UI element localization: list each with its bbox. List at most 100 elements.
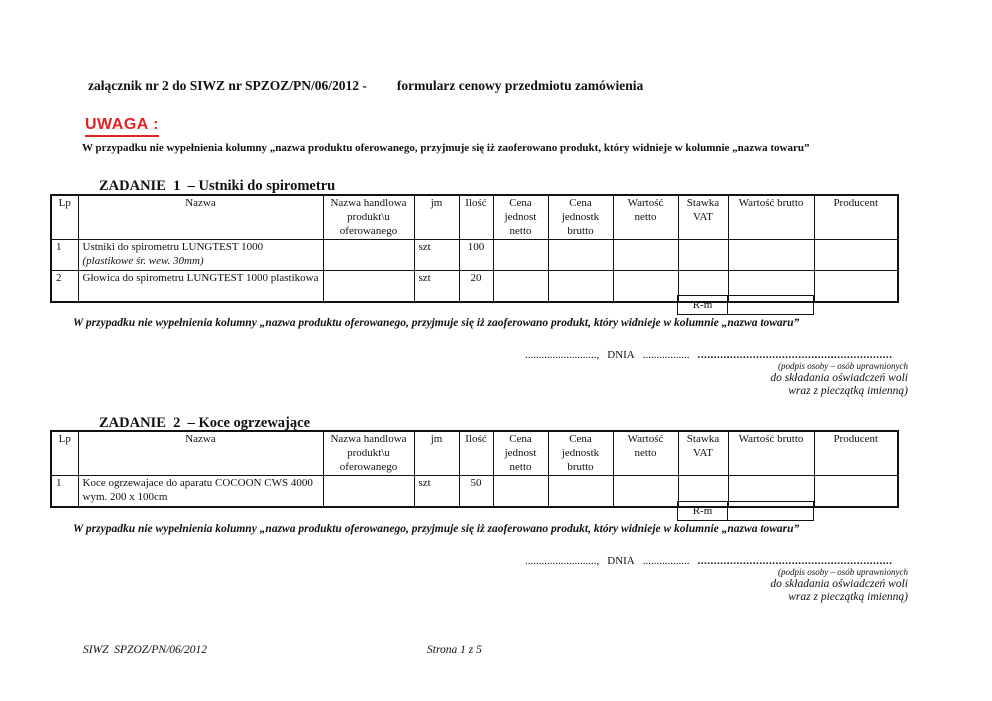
signature-caption-2: do składania oświadczeń woli	[770, 372, 908, 385]
section-2-heading: ZADANIE 2 – Koce ogrzewające	[99, 415, 311, 431]
cell-jm: szt	[413, 475, 460, 508]
cell-producent	[813, 239, 899, 272]
cell-cena-jednostk-brutto	[547, 239, 614, 272]
cell-cena-jednost-netto	[492, 475, 549, 508]
col-header-producent: Producent	[813, 194, 899, 241]
col-header-cena-jednostk-brutto: Cena jednostk brutto	[547, 194, 614, 241]
cell-producent	[813, 475, 899, 508]
rm-sum-cell	[728, 295, 814, 315]
signature-line: .........................., DNIA .......…	[525, 349, 908, 361]
rm-sum-row-2: R-m	[677, 501, 814, 521]
col-header-nazwa-handlowa: Nazwa handlowa produkt\u oferowanego	[322, 430, 415, 477]
cell-wartosc-brutto	[727, 239, 815, 272]
cell-wartosc-brutto	[727, 475, 815, 508]
col-header-nazwa: Nazwa	[77, 430, 324, 477]
cell-wartosc-netto	[612, 239, 679, 272]
cell-cena-jednost-netto	[492, 270, 549, 303]
signature-caption-2: do składania oświadczeń woli	[770, 578, 908, 591]
footer-doc-ref: SIWZ SPZOZ/PN/06/2012	[83, 644, 207, 656]
table-row: 1 Koce ogrzewajace do aparatu COCOON CWS…	[50, 475, 899, 508]
cell-lp: 2	[50, 270, 79, 303]
form-name-label: formularz cenowy przedmiotu zamówienia	[396, 78, 644, 93]
cell-jm: szt	[413, 239, 460, 272]
cell-nazwa: Ustniki do spirometru LUNGTEST 1000 (pla…	[77, 239, 324, 272]
price-table-1: Lp Nazwa Nazwa handlowa produkt\u oferow…	[50, 194, 899, 304]
footer-page-number: Strona 1 z 5	[427, 644, 482, 656]
signature-dots: ........................................…	[697, 349, 893, 361]
col-header-wartosc-netto: Wartość netto	[612, 430, 679, 477]
signature-caption-3: wraz z pieczątką imienną)	[788, 591, 908, 604]
cell-jm: szt	[413, 270, 460, 303]
price-table-2: Lp Nazwa Nazwa handlowa produkt\u oferow…	[50, 430, 899, 509]
item-name: Głowica do spirometru LUNGTEST 1000 plas…	[82, 272, 319, 285]
signature-block-2: .........................., DNIA .......…	[525, 555, 908, 605]
signature-caption-1: (podpis osoby – osób uprawnionych	[778, 567, 908, 577]
col-header-wartosc-brutto: Wartość brutto	[727, 430, 815, 477]
col-header-nazwa: Nazwa	[77, 194, 324, 241]
date-dots: .................	[642, 349, 690, 361]
cell-producent	[813, 270, 899, 303]
place-dots: ..........................,	[525, 555, 600, 567]
col-header-cena-jednost-netto: Cena jednost netto	[492, 194, 549, 241]
cell-nazwa-handlowa	[322, 270, 415, 303]
notice-repeat-2: W przypadku nie wypełnienia kolumny „naz…	[73, 523, 800, 535]
item-name: Ustniki do spirometru LUNGTEST 1000	[82, 241, 264, 254]
attachment-label: załącznik nr 2 do SIWZ nr SPZOZ/PN/06/20…	[88, 78, 367, 93]
uwaga-heading: UWAGA :	[85, 116, 160, 137]
col-header-jm: jm	[413, 430, 460, 477]
col-header-producent: Producent	[813, 430, 899, 477]
col-header-lp: Lp	[50, 430, 79, 477]
signature-dots: ........................................…	[697, 555, 893, 567]
col-header-wartosc-netto: Wartość netto	[612, 194, 679, 241]
col-header-cena-jednostk-brutto: Cena jednostk brutto	[547, 430, 614, 477]
cell-wartosc-brutto	[727, 270, 815, 303]
cell-wartosc-netto	[612, 270, 679, 303]
item-name-note: (plastikowe śr. wew. 30mm)	[82, 255, 204, 267]
dnia-label: DNIA	[607, 349, 635, 361]
col-header-lp: Lp	[50, 194, 79, 241]
section-1-heading: ZADANIE 1 – Ustniki do spirometru	[99, 178, 336, 194]
item-name: Koce ogrzewajace do aparatu COCOON CWS 4…	[82, 477, 313, 503]
col-header-ilosc: Ilość	[458, 194, 494, 241]
col-header-wartosc-brutto: Wartość brutto	[727, 194, 815, 241]
rm-label: R-m	[677, 501, 728, 521]
table-header-row: Lp Nazwa Nazwa handlowa produkt\u oferow…	[50, 430, 899, 477]
dnia-label: DNIA	[607, 555, 635, 567]
cell-nazwa: Głowica do spirometru LUNGTEST 1000 plas…	[77, 270, 324, 303]
cell-cena-jednost-netto	[492, 239, 549, 272]
cell-nazwa-handlowa	[322, 475, 415, 508]
document-title: załącznik nr 2 do SIWZ nr SPZOZ/PN/06/20…	[88, 78, 643, 94]
signature-block-1: .........................., DNIA .......…	[525, 349, 908, 399]
col-header-cena-jednost-netto: Cena jednost netto	[492, 430, 549, 477]
place-dots: ..........................,	[525, 349, 600, 361]
cell-nazwa: Koce ogrzewajace do aparatu COCOON CWS 4…	[77, 475, 324, 508]
cell-stawka-vat	[677, 239, 729, 272]
cell-ilosc: 20	[458, 270, 494, 303]
col-header-ilosc: Ilość	[458, 430, 494, 477]
signature-line: .........................., DNIA .......…	[525, 555, 908, 567]
date-dots: .................	[642, 555, 690, 567]
cell-lp: 1	[50, 239, 79, 272]
col-header-stawka-vat: Stawka VAT	[677, 194, 729, 241]
cell-nazwa-handlowa	[322, 239, 415, 272]
col-header-nazwa-handlowa: Nazwa handlowa produkt\u oferowanego	[322, 194, 415, 241]
col-header-jm: jm	[413, 194, 460, 241]
cell-ilosc: 50	[458, 475, 494, 508]
rm-sum-row-1: R-m	[677, 295, 814, 315]
cell-cena-jednostk-brutto	[547, 475, 614, 508]
signature-caption-3: wraz z pieczątką imienną)	[788, 385, 908, 398]
cell-lp: 1	[50, 475, 79, 508]
table-row: 2 Głowica do spirometru LUNGTEST 1000 pl…	[50, 270, 899, 303]
notice-top: W przypadku nie wypełnienia kolumny „naz…	[82, 142, 810, 154]
notice-repeat-1: W przypadku nie wypełnienia kolumny „naz…	[73, 317, 800, 329]
cell-wartosc-netto	[612, 475, 679, 508]
col-header-stawka-vat: Stawka VAT	[677, 430, 729, 477]
rm-sum-cell	[728, 501, 814, 521]
cell-ilosc: 100	[458, 239, 494, 272]
signature-caption-1: (podpis osoby – osób uprawnionych	[778, 361, 908, 371]
table-row: 1 Ustniki do spirometru LUNGTEST 1000 (p…	[50, 239, 899, 272]
cell-cena-jednostk-brutto	[547, 270, 614, 303]
table-header-row: Lp Nazwa Nazwa handlowa produkt\u oferow…	[50, 194, 899, 241]
rm-label: R-m	[677, 295, 728, 315]
